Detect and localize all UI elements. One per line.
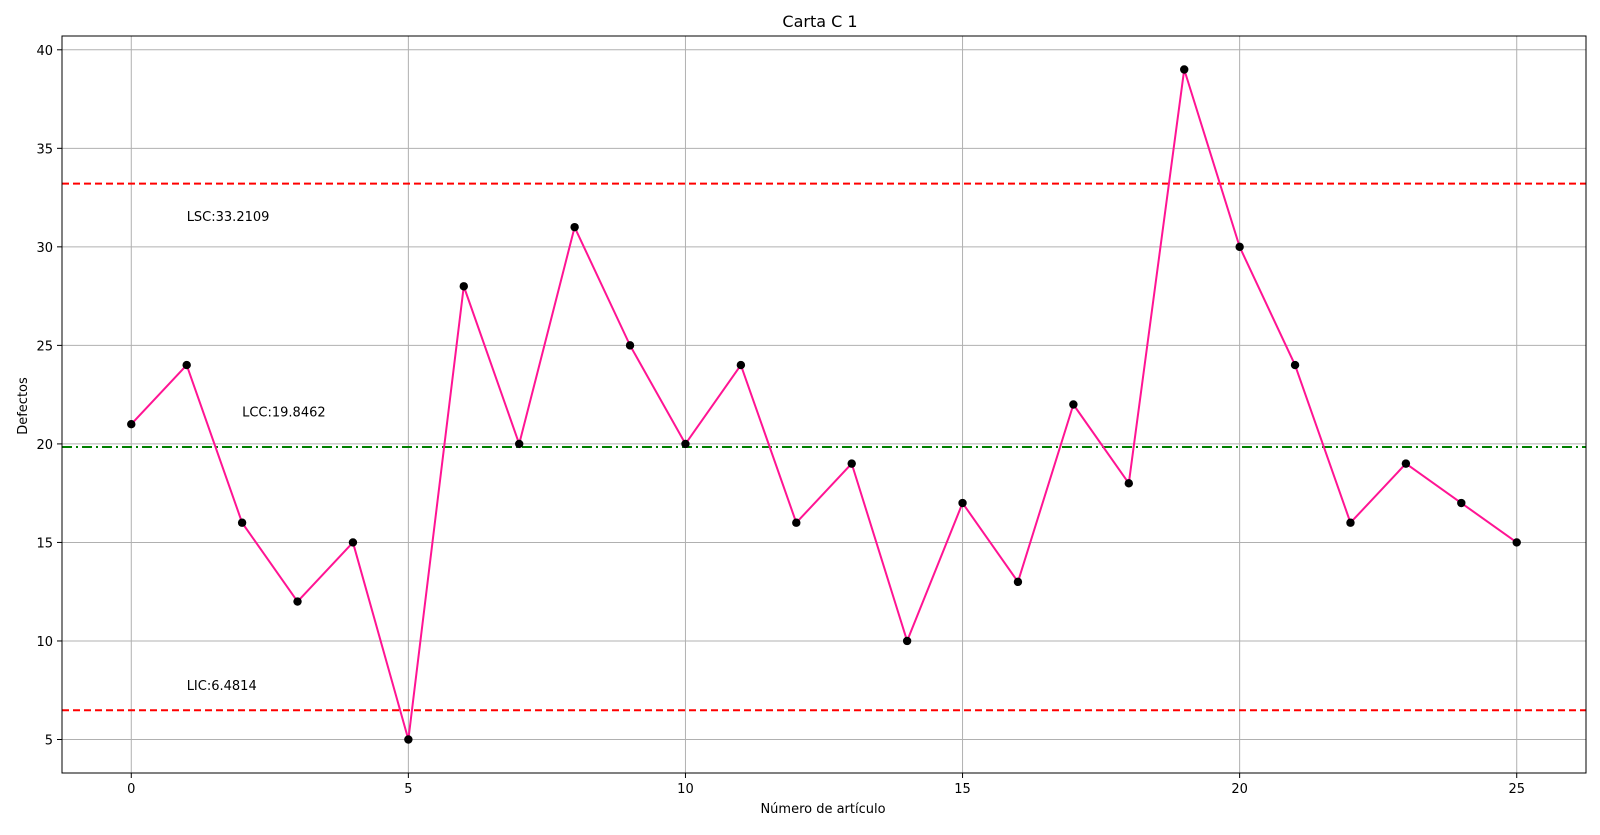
- data-point: [1235, 242, 1244, 252]
- data-point: [570, 222, 579, 232]
- x-tick-label: 0: [127, 782, 135, 797]
- data-point: [736, 360, 746, 370]
- data-point: [1401, 459, 1411, 468]
- limit-annotation: LCC:19.8462: [242, 405, 326, 420]
- limit-annotation: LIC:6.4814: [187, 679, 257, 694]
- data-point: [1512, 538, 1521, 547]
- data-point: [847, 459, 856, 468]
- y-axis-label: Defectos: [16, 377, 31, 435]
- data-point: [1180, 65, 1189, 74]
- data-point: [1069, 400, 1078, 409]
- y-tick-label: 5: [45, 734, 53, 749]
- data-point: [625, 341, 635, 350]
- y-tick-label: 30: [36, 241, 53, 256]
- data-point: [459, 282, 468, 291]
- x-tick-label: 5: [404, 782, 412, 797]
- data-point: [1124, 479, 1134, 488]
- data-point: [1013, 577, 1023, 587]
- data-point: [293, 597, 302, 606]
- data-point: [1457, 498, 1466, 508]
- plot-frame: [61, 35, 1587, 774]
- x-tick-label: 15: [954, 782, 971, 797]
- data-point: [902, 636, 912, 646]
- x-axis-label: Número de artículo: [760, 802, 885, 817]
- y-tick-label: 20: [36, 438, 53, 453]
- series-line: [130, 68, 1518, 741]
- y-tick-label: 25: [36, 339, 53, 354]
- data-point: [127, 420, 136, 429]
- x-tick-label: 25: [1508, 782, 1525, 797]
- y-tick-label: 15: [36, 536, 53, 551]
- data-point: [348, 538, 358, 547]
- ticks-layer: 0 5 10 15 20 25 5 10 15 20 25 30 35 40: [36, 44, 1525, 797]
- data-point: [1290, 360, 1300, 370]
- chart-title: Carta C 1: [782, 12, 857, 31]
- y-tick-label: 40: [36, 44, 53, 59]
- x-tick-label: 20: [1231, 782, 1248, 797]
- data-point: [681, 439, 690, 449]
- data-point: [792, 518, 801, 527]
- limit-annotation: LSC:33.2109: [187, 210, 270, 225]
- series-layer: [127, 65, 1521, 744]
- y-tick-label: 35: [36, 142, 53, 157]
- reference-lines: [62, 182, 1586, 712]
- annotations: LSC:33.2109 LCC:19.8462 LIC:6.4814: [187, 210, 326, 694]
- data-point: [958, 498, 967, 508]
- data-point: [237, 518, 247, 527]
- data-point: [182, 360, 191, 370]
- grid-layer: [62, 36, 1586, 773]
- data-point: [404, 735, 413, 744]
- x-tick-label: 10: [677, 782, 694, 797]
- y-tick-label: 10: [36, 635, 53, 650]
- data-point: [1346, 518, 1355, 527]
- data-point: [515, 439, 524, 449]
